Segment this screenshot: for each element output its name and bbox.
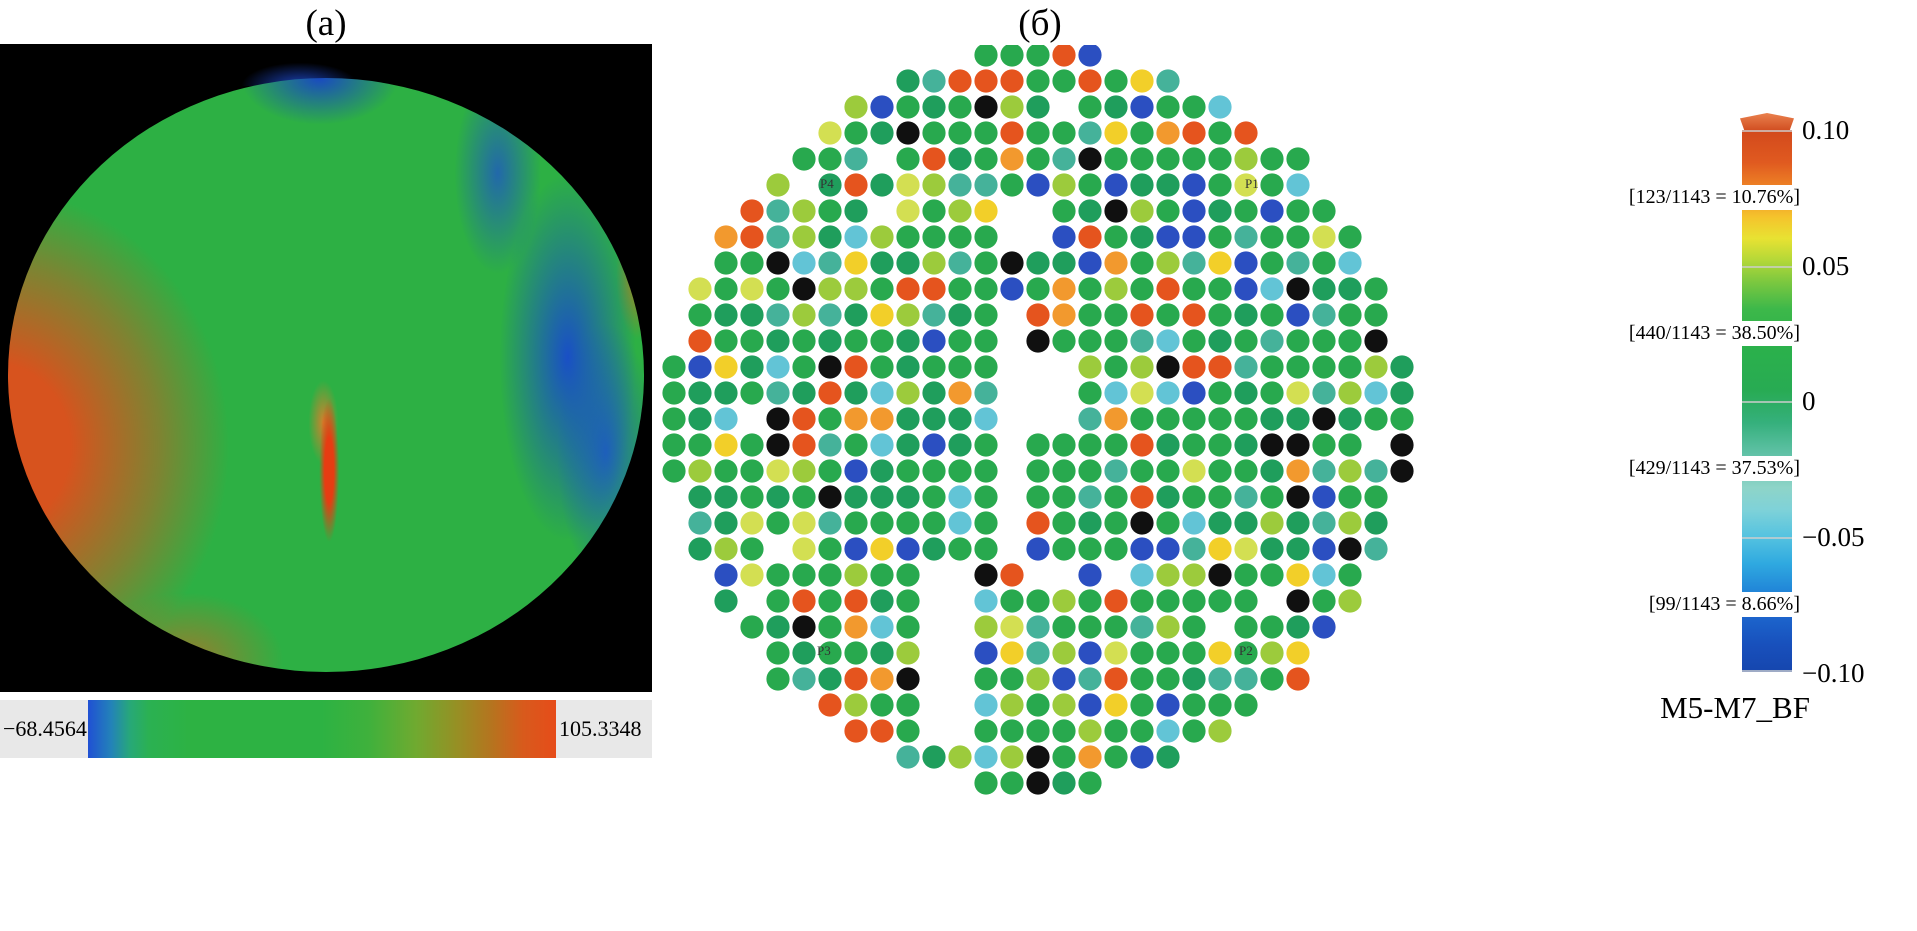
wafer-dots bbox=[662, 45, 1414, 795]
bin-colorbar-tickline bbox=[1742, 669, 1792, 672]
wafer-dot-map: P4 P1 P3 P2 bbox=[662, 45, 1414, 795]
bin-colorbar-3d-cap bbox=[1740, 113, 1794, 132]
bin-colorbar-tickline bbox=[1742, 401, 1792, 403]
bin-colorbar-tick-005: 0.05 bbox=[1802, 251, 1850, 281]
heatmap-colorbar: −68.4564 105.3348 bbox=[0, 700, 652, 758]
bin-count-label-2: [440/1143 = 38.50%] bbox=[1598, 321, 1802, 346]
bin-colorbar-title: M5-M7_BF bbox=[1660, 690, 1810, 725]
wafer-heatmap-panel bbox=[0, 44, 652, 692]
heatmap-colorbar-gradient bbox=[88, 700, 556, 758]
heatmap-colorbar-min-label: −68.4564 bbox=[0, 700, 88, 758]
wafer-heatmap-image bbox=[8, 78, 644, 672]
corner-label-p1: P1 bbox=[1245, 176, 1259, 191]
panel-b-label: (б) bbox=[1018, 3, 1062, 44]
bin-colorbar-tick-010: 0.10 bbox=[1802, 115, 1850, 145]
heatmap-colorbar-max-label: 105.3348 bbox=[556, 700, 652, 758]
panel-a-label: (а) bbox=[305, 3, 347, 44]
bin-colorbar-tick-m010: −0.10 bbox=[1802, 658, 1865, 688]
bin-count-label-3: [429/1143 = 37.53%] bbox=[1598, 456, 1802, 481]
corner-label-p3: P3 bbox=[817, 643, 831, 658]
bin-colorbar-tickline bbox=[1742, 130, 1792, 132]
bin-colorbar-tickline bbox=[1742, 265, 1792, 268]
corner-label-p4: P4 bbox=[820, 176, 834, 191]
bin-colorbar-gradient bbox=[1742, 130, 1792, 672]
bin-colorbar-tick-0: 0 bbox=[1802, 386, 1816, 416]
bin-colorbar-tick-m005: −0.05 bbox=[1802, 522, 1865, 552]
bin-count-label-4: [99/1143 = 8.66%] bbox=[1598, 592, 1802, 617]
bin-colorbar-tickline bbox=[1742, 536, 1792, 539]
corner-label-p2: P2 bbox=[1239, 643, 1253, 658]
bin-count-label-1: [123/1143 = 10.76%] bbox=[1598, 185, 1802, 210]
